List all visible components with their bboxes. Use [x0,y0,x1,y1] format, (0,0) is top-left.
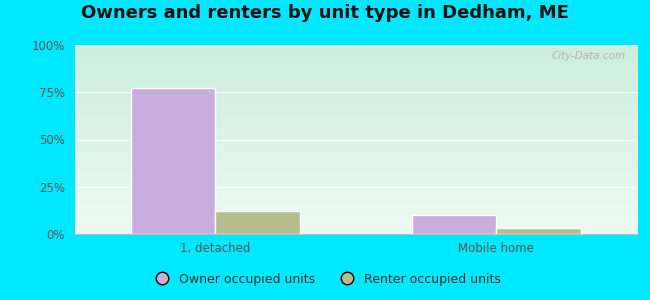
Bar [412,215,497,234]
Bar [131,88,215,234]
Legend: Owner occupied units, Renter occupied units: Owner occupied units, Renter occupied un… [144,268,506,291]
Text: Owners and renters by unit type in Dedham, ME: Owners and renters by unit type in Dedha… [81,4,569,22]
Text: City-Data.com: City-Data.com [552,51,626,61]
Bar [215,211,300,234]
Bar [497,228,581,234]
